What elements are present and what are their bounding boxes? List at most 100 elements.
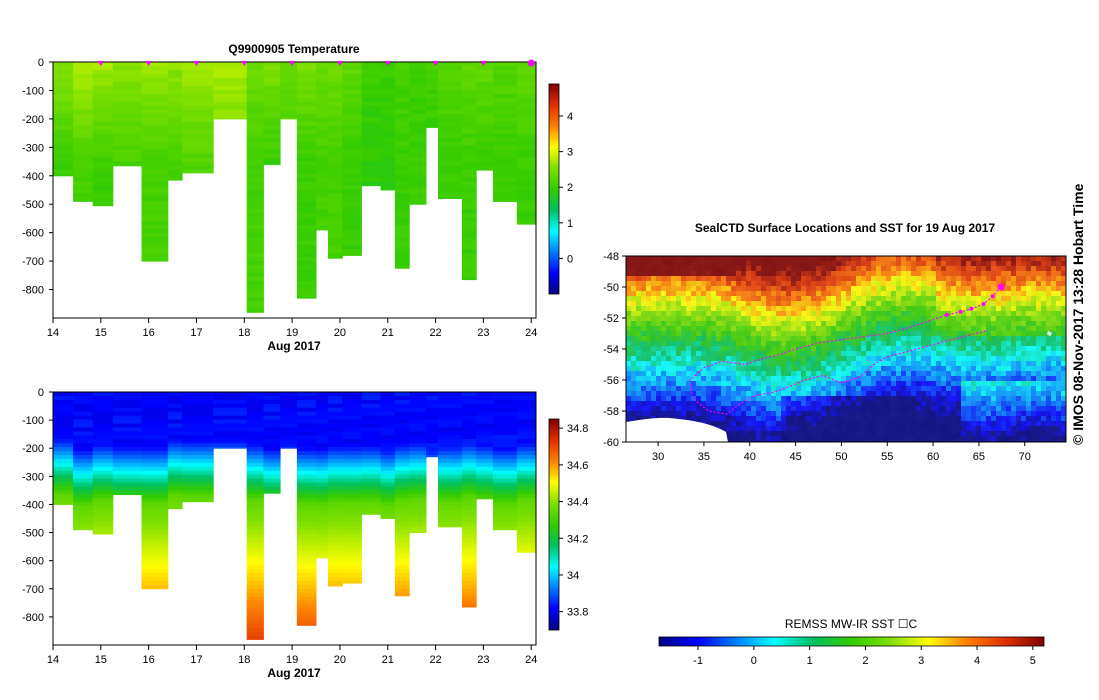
heatmap-cell: [380, 109, 396, 115]
heatmap-cell: [263, 474, 281, 479]
heatmap-cell: [342, 197, 362, 202]
heatmap-cell: [461, 596, 477, 601]
heatmap-cell: [53, 478, 74, 483]
heatmap-cell: [246, 490, 264, 495]
heatmap-cell: [461, 257, 477, 262]
heatmap-cell: [246, 89, 264, 95]
heatmap-cell: [438, 506, 463, 511]
heatmap-cell: [316, 137, 329, 143]
heatmap-cell: [246, 525, 264, 531]
heatmap-cell: [461, 81, 477, 87]
heatmap-cell: [328, 498, 343, 503]
heatmap-cell: [246, 133, 264, 139]
heatmap-cell: [328, 81, 343, 87]
heatmap-cell: [73, 411, 94, 417]
heatmap-cell: [112, 455, 142, 460]
heatmap-cell: [361, 169, 382, 174]
heatmap-cell: [409, 395, 427, 401]
heatmap-cell: [328, 113, 343, 119]
heatmap-cell: [92, 157, 114, 163]
heatmap-cell: [461, 451, 477, 456]
heatmap-cell: [53, 415, 74, 420]
x-tick-label: 16: [143, 654, 155, 666]
heatmap-cell: [426, 105, 439, 111]
heatmap-cell: [167, 447, 183, 452]
heatmap-cell: [53, 149, 74, 155]
heatmap-cell: [426, 89, 439, 95]
y-tick-label: -600: [22, 228, 44, 240]
heatmap-cell: [493, 478, 518, 483]
heatmap-cell: [380, 81, 396, 87]
heatmap-cell: [409, 193, 427, 198]
temperature-title: Q9900905 Temperature: [228, 42, 360, 56]
heatmap-cell: [328, 101, 343, 107]
heatmap-cell: [182, 399, 214, 405]
heatmap-cell: [394, 177, 410, 182]
heatmap-cell: [53, 423, 74, 428]
heatmap-cell: [263, 149, 281, 155]
heatmap-cell: [316, 157, 329, 163]
heatmap-cell: [516, 169, 536, 174]
heatmap-cell: [246, 265, 264, 270]
heatmap-cell: [73, 407, 94, 413]
heatmap-cell: [394, 209, 410, 214]
heatmap-cell: [141, 561, 169, 566]
heatmap-cell: [380, 411, 396, 417]
heatmap-cell: [342, 415, 362, 420]
heatmap-cell: [394, 81, 410, 87]
heatmap-cell: [316, 514, 329, 519]
heatmap-cell: [316, 533, 329, 539]
heatmap-cell: [141, 253, 169, 258]
heatmap-cell: [476, 97, 494, 103]
heatmap-cell: [280, 392, 298, 397]
x-tick-label: 21: [382, 654, 394, 666]
heatmap-cell: [409, 70, 427, 75]
heatmap-cell: [516, 478, 536, 483]
heatmap-cell: [296, 486, 317, 491]
heatmap-cell: [92, 109, 114, 115]
heatmap-cell: [112, 392, 142, 397]
heatmap-cell: [296, 419, 317, 424]
heatmap-cell: [493, 157, 518, 163]
heatmap-cell: [141, 137, 169, 143]
heatmap-cell: [246, 121, 264, 127]
heatmap-cell: [438, 466, 463, 472]
heatmap-cell: [409, 514, 427, 519]
heatmap-cell: [342, 455, 362, 460]
salinity-x-axis: 14 15 16 17 18 19 20 21 22 23 24: [47, 645, 537, 666]
heatmap-cell: [342, 529, 362, 535]
heatmap-cell: [73, 105, 94, 111]
heatmap-cell: [246, 592, 264, 598]
heatmap-cell: [73, 458, 94, 464]
heatmap-cell: [394, 490, 410, 495]
heatmap-cell: [461, 470, 477, 476]
heatmap-cell: [182, 165, 214, 170]
heatmap-cell: [361, 470, 382, 476]
heatmap-cell: [409, 521, 427, 527]
heatmap-cell: [493, 97, 518, 103]
heatmap-cell: [167, 129, 183, 135]
heatmap-cell: [296, 573, 317, 578]
heatmap-cell: [461, 77, 477, 83]
heatmap-cell: [316, 85, 329, 91]
heatmap-cell: [476, 431, 494, 436]
heatmap-cell: [476, 466, 494, 472]
heatmap-cell: [328, 77, 343, 83]
x-tick-label: 20: [334, 654, 346, 666]
heatmap-cell: [246, 439, 264, 444]
heatmap-cell: [476, 474, 494, 479]
heatmap-cell: [246, 193, 264, 198]
heatmap-cell: [296, 161, 317, 167]
heatmap-cell: [167, 427, 183, 432]
heatmap-cell: [92, 129, 114, 135]
heatmap-cell: [73, 153, 94, 159]
heatmap-cell: [438, 431, 463, 436]
temperature-x-axis: 14 15 16 17 18 19 20 21 22 23 24: [47, 318, 537, 339]
heatmap-cell: [461, 604, 477, 608]
heatmap-cell: [296, 229, 317, 234]
heatmap-cell: [53, 89, 74, 95]
heatmap-cell: [73, 137, 94, 143]
heatmap-cell: [461, 193, 477, 198]
heatmap-cell: [92, 482, 114, 487]
heatmap-cell: [246, 435, 264, 440]
